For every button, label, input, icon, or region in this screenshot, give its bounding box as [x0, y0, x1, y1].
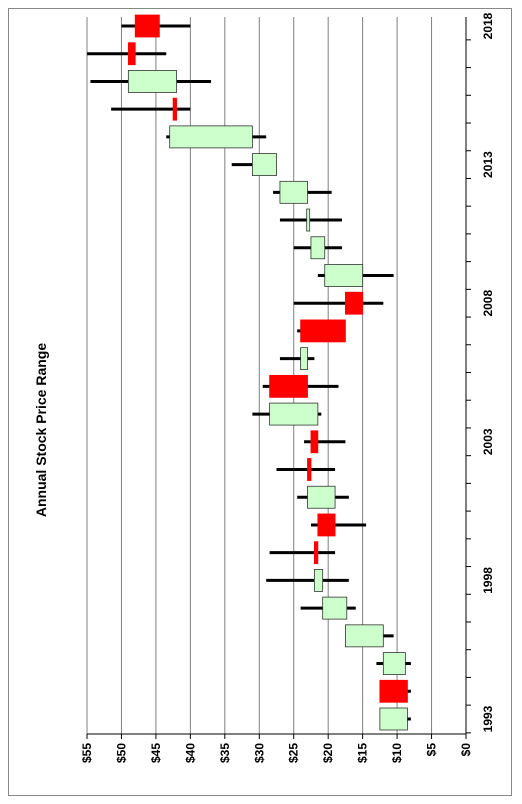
candles	[87, 14, 411, 731]
candle-2014	[166, 125, 267, 149]
candle-body	[379, 679, 408, 703]
value-tick-label: $20	[321, 743, 335, 763]
candle-2013	[231, 153, 277, 177]
candle-body	[300, 347, 308, 371]
candle-2012	[273, 180, 332, 204]
candle-body	[127, 70, 177, 93]
candle-2001	[297, 485, 349, 509]
value-tick-label: $40	[183, 743, 197, 763]
value-tick-label: $45	[149, 743, 163, 763]
year-tick-label: 2003	[481, 428, 495, 455]
candle-2016	[90, 70, 212, 93]
candle-body	[310, 236, 326, 260]
candle-body	[307, 485, 336, 509]
year-tick-label: 1998	[481, 567, 495, 594]
candle-body	[306, 208, 311, 232]
value-tick-label: $15	[356, 743, 370, 763]
candle-1997	[300, 596, 356, 620]
candle-2015	[111, 97, 191, 121]
candle-2011	[279, 208, 342, 232]
candle-body	[307, 458, 312, 481]
chart-frame: $0 $5 $10 $15 $20 $25 $30 $35 $40 $45 $50 $55 1993 1…	[8, 8, 512, 796]
candle-2004	[252, 402, 322, 426]
year-tick-label: 2013	[481, 151, 495, 178]
year-tick-label: 2008	[481, 290, 495, 317]
candle-1999	[269, 541, 336, 565]
stock-range-chart: $0$5$10$15$20$25$30$35$40$45$50$55 19931…	[33, 12, 495, 763]
candle-2007	[297, 319, 346, 343]
value-tick-label: $35	[218, 743, 232, 763]
candle-body	[279, 180, 308, 204]
value-axis-ticks: $0 $5 $10 $15 $20 $25 $30 $35 $40 $45 $50 $55	[80, 734, 473, 763]
candle-2000	[310, 513, 367, 537]
candle-2018	[121, 14, 191, 38]
candle-body	[172, 97, 177, 121]
candle-body	[269, 374, 308, 398]
value-tick-label: $30	[252, 743, 266, 763]
candle-body	[127, 42, 136, 66]
candle-1998	[266, 569, 349, 592]
candle-body	[382, 652, 406, 675]
candle-2005	[262, 374, 339, 398]
candle-body	[379, 707, 408, 731]
candle-body	[313, 569, 324, 592]
candle-2008	[293, 291, 384, 315]
year-tick-label: 2018	[481, 12, 495, 39]
candle-body	[269, 402, 319, 426]
candle-2017	[87, 42, 167, 66]
candle-2002	[276, 458, 336, 481]
candle-1995	[376, 652, 411, 675]
candle-2009	[317, 264, 394, 287]
value-tick-label: $55	[80, 743, 94, 763]
candle-body	[324, 264, 364, 287]
axes	[87, 17, 467, 735]
candle-body	[134, 14, 160, 38]
candle-2006	[279, 347, 315, 371]
value-tick-label: $10	[390, 743, 404, 763]
candle-1996	[345, 624, 394, 648]
candle-body	[345, 624, 384, 648]
candle-body	[251, 153, 277, 177]
candle-body	[322, 596, 348, 620]
candle-2003	[304, 430, 346, 454]
value-tick-label: $5	[425, 743, 439, 757]
candle-body	[345, 291, 364, 315]
year-tick-label: 1993	[481, 705, 495, 732]
candle-1994	[379, 679, 411, 703]
value-tick-label: $50	[114, 743, 128, 763]
candle-body	[300, 319, 346, 343]
candle-body	[310, 430, 319, 454]
value-tick-label: $0	[459, 743, 473, 757]
value-tick-label: $25	[287, 743, 301, 763]
candle-body	[169, 125, 253, 149]
candle-1993	[379, 707, 411, 731]
candle-2010	[293, 236, 342, 260]
candle-body	[317, 513, 336, 537]
year-axis-ticks: 1993 1998 2003 2008 2013 2018	[466, 12, 495, 734]
candle-body	[313, 541, 319, 565]
chart-title: Annual Stock Price Range	[33, 343, 49, 517]
